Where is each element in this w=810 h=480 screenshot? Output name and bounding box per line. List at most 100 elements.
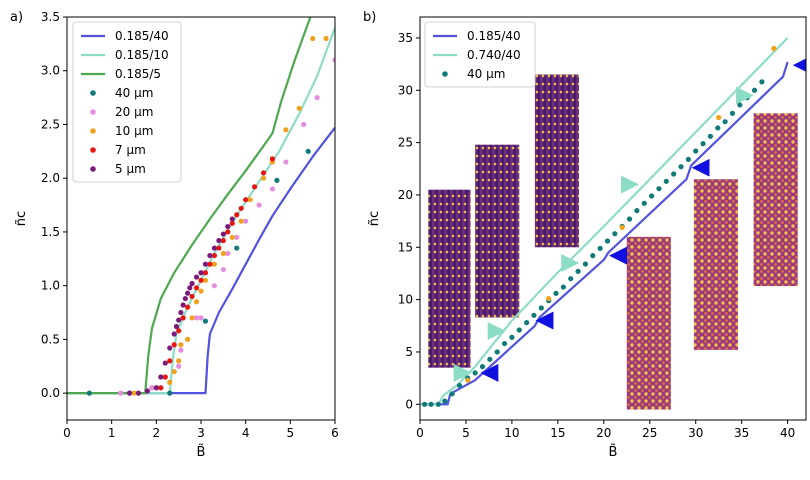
data-point [229, 234, 235, 240]
data-point [538, 305, 544, 311]
data-point [737, 102, 743, 108]
series-line [420, 61, 789, 406]
data-point [260, 170, 267, 176]
x-tick-label: 2 [153, 426, 161, 440]
x-tick-label: 1 [108, 426, 116, 440]
x-tick-label: 5 [462, 426, 470, 440]
data-point [202, 261, 209, 267]
y-tick-label: 30 [398, 83, 413, 97]
data-point [590, 253, 596, 259]
x-tick-label: 30 [688, 426, 703, 440]
x-tick-label: 15 [550, 426, 565, 440]
data-point [216, 245, 222, 251]
data-point [456, 382, 463, 389]
data-point [435, 401, 441, 407]
data-point [178, 347, 184, 353]
legend-frame [72, 21, 182, 183]
legend-label: 0.185/10 [115, 48, 169, 62]
y-axis-label: ñc [367, 211, 382, 226]
data-point [173, 323, 180, 330]
data-point [524, 320, 530, 326]
data-point [296, 105, 302, 111]
data-point [305, 148, 311, 154]
data-point [220, 231, 226, 237]
data-point [211, 252, 217, 259]
x-tick-label: 5 [287, 426, 295, 440]
data-point [465, 377, 471, 383]
data-point [185, 336, 191, 342]
series-line [67, 127, 335, 395]
data-point [472, 370, 478, 376]
data-point [176, 317, 182, 323]
inset-image [475, 144, 520, 318]
data-point [546, 295, 552, 302]
y-tick-label: 25 [398, 136, 413, 150]
legend-marker-swatch [90, 109, 96, 115]
series-line [420, 37, 789, 406]
y-tick-label: 3.0 [41, 64, 60, 78]
series-line [67, 17, 312, 395]
data-point [178, 309, 184, 316]
y-tick-label: 5 [405, 345, 413, 359]
plot-area [67, 17, 335, 396]
legend-marker-swatch [90, 128, 96, 134]
inset-image [753, 113, 798, 287]
x-tick-label: 4 [242, 426, 250, 440]
axes-frame [419, 16, 807, 421]
data-point [323, 35, 329, 42]
x-tick-label: 25 [642, 426, 657, 440]
data-point [771, 45, 777, 52]
data-point [193, 274, 200, 280]
legend-marker-swatch [90, 166, 96, 172]
data-point [185, 290, 191, 296]
data-point [238, 218, 244, 224]
data-point [428, 401, 434, 407]
y-tick-label: 0 [405, 397, 413, 411]
data-point [501, 340, 508, 347]
data-point [198, 288, 204, 294]
data-point [167, 390, 173, 396]
panel-label: a) [10, 10, 23, 25]
panel-b: 0 5 10 15 20 25 30 35 40 0 5 10 15 20 25 30 35 B̃ ñc b) 0.18… [363, 10, 807, 460]
data-point [516, 327, 522, 333]
x-tick-label: 40 [780, 426, 795, 440]
data-point [153, 385, 159, 391]
legend-frame [424, 21, 536, 88]
data-point [225, 223, 231, 230]
data-point [656, 186, 662, 192]
data-point [269, 156, 276, 162]
x-tick-label: 35 [734, 426, 749, 440]
data-point [575, 268, 581, 274]
y-tick-label: 2.5 [41, 117, 60, 131]
data-point [560, 284, 566, 290]
y-tick-label: 10 [398, 293, 413, 307]
legend-label: 20 µm [115, 105, 153, 119]
inset-image [428, 189, 471, 368]
data-point [238, 205, 244, 211]
data-point [167, 358, 173, 364]
data-point [167, 379, 173, 385]
data-point [597, 245, 603, 251]
y-tick-label: 1.0 [41, 279, 60, 293]
data-point [716, 114, 722, 121]
x-tick-label: 6 [331, 426, 339, 440]
data-point [310, 35, 316, 42]
y-tick-label: 35 [398, 31, 413, 45]
y-tick-label: 1.5 [41, 225, 60, 239]
data-point [759, 79, 765, 85]
data-point [531, 312, 537, 318]
data-point [685, 156, 691, 162]
data-point [274, 177, 280, 183]
data-point [126, 390, 133, 396]
data-point [301, 121, 307, 128]
legend: 0.185/40 0.185/10 0.185/5 40 µm 20 µm 10 µm 7 … [72, 21, 182, 183]
data-point [207, 252, 213, 259]
data-point [193, 315, 200, 321]
legend-label: 10 µm [115, 124, 153, 138]
x-tick-label: 3 [197, 426, 205, 440]
data-point [619, 224, 625, 230]
data-point [722, 119, 728, 125]
data-point [707, 133, 714, 139]
data-point [678, 164, 684, 170]
x-tick-label: 10 [504, 426, 519, 440]
